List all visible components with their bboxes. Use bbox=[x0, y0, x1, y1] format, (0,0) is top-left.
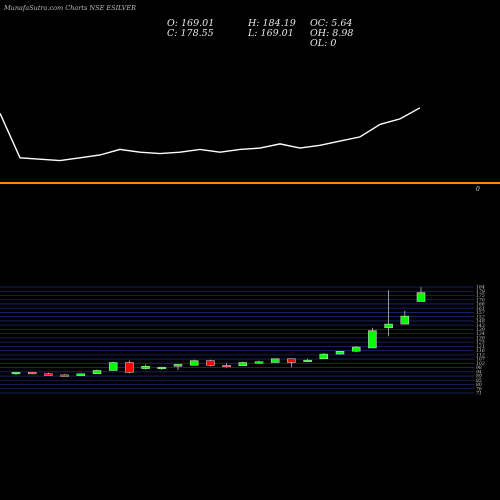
price-tick-label: 161 bbox=[476, 306, 485, 312]
price-tick-label: 143 bbox=[476, 323, 485, 329]
price-tick-label: 76 bbox=[476, 386, 482, 392]
candle-body bbox=[141, 366, 150, 369]
candle-body bbox=[270, 358, 280, 363]
separator-value-label: 0 bbox=[476, 186, 480, 193]
price-tick-label: 125 bbox=[476, 340, 485, 346]
price-tick-label: 175 bbox=[476, 293, 485, 299]
candle-body bbox=[222, 365, 231, 368]
candle-grid bbox=[0, 286, 474, 394]
price-tick-label: 170 bbox=[476, 297, 485, 303]
candle-body bbox=[44, 373, 53, 376]
candle-body bbox=[92, 370, 102, 375]
candle-body bbox=[335, 351, 345, 355]
price-tick-label: 184 bbox=[476, 285, 485, 291]
candle-body bbox=[416, 292, 426, 302]
oc-readout: OC: 5.64 bbox=[310, 18, 353, 29]
candle-body bbox=[238, 362, 248, 367]
price-tick-label: 121 bbox=[476, 344, 485, 350]
candle-body bbox=[60, 374, 69, 377]
price-tick-label: 166 bbox=[476, 302, 485, 308]
candle-body bbox=[287, 358, 296, 363]
price-tick-label: 71 bbox=[476, 391, 482, 397]
price-tick-label: 85 bbox=[476, 378, 482, 384]
upper-line-panel bbox=[0, 107, 421, 162]
candle-body bbox=[157, 366, 167, 369]
price-tick-label: 107 bbox=[476, 357, 485, 363]
candle-body bbox=[254, 361, 264, 364]
price-tick-label: 179 bbox=[476, 289, 485, 295]
price-tick-label: 139 bbox=[476, 327, 485, 333]
high-readout: H: 184.19 bbox=[248, 18, 296, 29]
price-tick-label: 134 bbox=[476, 331, 485, 337]
candle-body bbox=[11, 372, 21, 375]
candle-body bbox=[400, 315, 410, 325]
candle-body bbox=[351, 346, 361, 352]
price-tick-label: 80 bbox=[476, 382, 482, 388]
low-readout: L: 169.01 bbox=[248, 28, 294, 39]
candle-body bbox=[368, 330, 377, 349]
candle-body bbox=[27, 372, 37, 375]
price-tick-label: 112 bbox=[476, 352, 485, 358]
price-tick-label: 98 bbox=[476, 365, 482, 371]
candle-body bbox=[303, 359, 312, 362]
ol-readout: OL: 0 bbox=[310, 38, 337, 49]
candle-body bbox=[76, 373, 86, 376]
brand-watermark: MunafaSutra.com Charts NSE ESILVER bbox=[4, 4, 137, 12]
oh-readout: OH: 8.98 bbox=[310, 28, 354, 39]
candle-body bbox=[319, 353, 329, 360]
candle-body bbox=[173, 364, 183, 367]
price-axis: 1841791751701661611571521481431391341301… bbox=[476, 285, 485, 397]
price-tick-label: 157 bbox=[476, 310, 485, 316]
price-tick-label: 94 bbox=[476, 369, 482, 375]
price-tick-label: 130 bbox=[476, 335, 485, 341]
open-readout: O: 169.01 bbox=[167, 18, 215, 29]
candlestick-panel bbox=[11, 287, 426, 377]
candle-body bbox=[189, 360, 199, 366]
candle-body bbox=[206, 360, 215, 366]
price-tick-label: 103 bbox=[476, 361, 485, 367]
price-tick-label: 116 bbox=[476, 348, 485, 354]
candle-body bbox=[125, 362, 134, 373]
upper-line-series bbox=[0, 107, 421, 162]
price-tick-label: 152 bbox=[476, 314, 485, 320]
close-readout: C: 178.55 bbox=[167, 28, 214, 39]
price-tick-label: 148 bbox=[476, 319, 485, 325]
candle-body bbox=[108, 362, 118, 371]
candle-body bbox=[384, 323, 393, 329]
price-tick-label: 89 bbox=[476, 374, 482, 380]
